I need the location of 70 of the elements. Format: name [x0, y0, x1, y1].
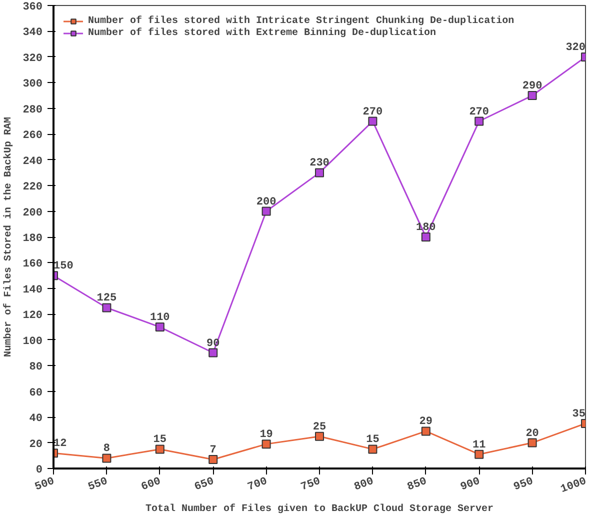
data-label: 125 [96, 292, 117, 305]
data-label: 15 [366, 434, 380, 446]
y-tick-label: 160 [22, 258, 43, 271]
y-tick-label: 260 [22, 130, 43, 142]
legend-label: Number of files stored with Extreme Binning De-duplication [88, 27, 436, 39]
data-label: 35 [572, 408, 586, 420]
point [421, 232, 430, 242]
data-label: 270 [469, 106, 490, 118]
point [155, 322, 164, 332]
y-tick-label: 60 [29, 387, 42, 400]
data-label: 8 [103, 443, 110, 456]
data-label: 110 [150, 312, 170, 324]
point [102, 303, 112, 312]
y-tick-label: 20 [29, 438, 42, 451]
x-tick-label: 550 [86, 476, 110, 494]
data-label: 290 [522, 80, 542, 93]
data-label: 7 [210, 444, 216, 456]
y-tick-label: 220 [22, 182, 43, 194]
x-tick-label: 500 [34, 476, 56, 494]
x-tick-label: 900 [459, 476, 482, 494]
y-tick-label: 80 [29, 362, 42, 374]
y-tick-label: 200 [22, 207, 43, 220]
point [315, 432, 324, 441]
y-tick-label: 0 [36, 464, 43, 476]
y-tick-label: 240 [22, 156, 43, 168]
point [102, 454, 112, 463]
y-tick-label: 100 [22, 336, 43, 348]
y-tick-label: 320 [22, 52, 43, 65]
data-label: 19 [260, 429, 273, 442]
x-tick-label: 1000 [559, 476, 588, 496]
x-tick-label: 600 [140, 476, 163, 494]
point [315, 168, 324, 178]
data-label: 15 [153, 434, 167, 446]
data-label: 29 [419, 416, 432, 428]
point [528, 438, 537, 448]
y-tick-label: 180 [22, 233, 43, 245]
point [368, 444, 378, 454]
y-tick-label: 280 [22, 104, 43, 116]
data-label: 25 [312, 421, 326, 434]
legend-label: Number of files stored with Intricate Stringent Chunking De-duplication [88, 15, 514, 27]
y-tick-label: 120 [22, 310, 43, 322]
point [262, 440, 271, 449]
x-tick-label: 750 [300, 476, 322, 494]
point [208, 454, 218, 464]
x-tick-label: 650 [193, 476, 216, 494]
y-tick-label: 40 [29, 413, 42, 426]
data-label: 320 [566, 42, 586, 54]
data-label: 200 [256, 196, 276, 208]
y-tick-label: 340 [22, 27, 43, 40]
y-tick-label: 360 [22, 2, 43, 14]
point [368, 116, 378, 126]
point [262, 206, 271, 216]
data-label: 270 [362, 106, 383, 118]
x-tick-label: 800 [352, 476, 376, 494]
x-tick-label: 700 [246, 476, 270, 494]
y-tick-label: 140 [22, 284, 43, 296]
data-label: 20 [526, 428, 539, 440]
data-label: 230 [310, 158, 330, 170]
point [155, 444, 164, 454]
point [474, 116, 484, 126]
y-axis-title: Number of Files Stored in the BackUp RAM [2, 116, 15, 358]
y-tick-label: 300 [22, 78, 43, 91]
x-tick-label: 950 [512, 476, 536, 494]
x-axis-title: Total Number of Files given to BackUP Cloud Storage Server [145, 503, 494, 516]
point [208, 348, 218, 358]
point [528, 91, 537, 100]
data-label: 11 [472, 439, 486, 452]
point [474, 450, 484, 459]
x-tick-label: 850 [406, 476, 429, 494]
point [421, 426, 430, 436]
